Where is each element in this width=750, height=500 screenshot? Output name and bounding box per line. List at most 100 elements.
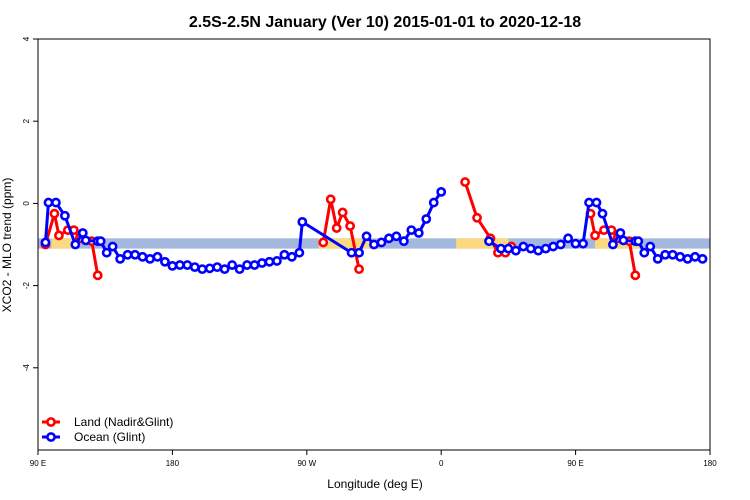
ocean-point-45 — [406, 225, 417, 236]
ocean-point-9 — [101, 247, 112, 258]
ocean-point-54 — [518, 241, 529, 252]
ocean-point-68 — [618, 235, 629, 246]
ocean-point-46 — [413, 228, 424, 238]
ocean-point-78 — [690, 251, 700, 262]
ocean-point-52 — [503, 243, 514, 254]
ocean-point-27 — [234, 264, 245, 275]
ocean-point-6 — [80, 235, 91, 246]
y-tick-label-2: 0 — [22, 201, 31, 206]
ocean-point-33 — [279, 249, 290, 260]
ocean-point-77 — [682, 253, 693, 264]
ocean-point-40 — [369, 239, 379, 250]
ocean-point-36 — [297, 216, 308, 227]
land-point-1 — [49, 208, 60, 219]
ocean-point-38 — [354, 247, 364, 258]
ocean-point-65 — [597, 208, 608, 219]
legend-land-label: Land (Nadir&Glint) — [74, 415, 173, 429]
ocean-point-3 — [59, 210, 70, 221]
ocean-point-37 — [346, 247, 357, 258]
land-band-segment-2 — [456, 238, 509, 249]
ocean-point-30 — [257, 258, 267, 268]
y-tick-label-1: 2 — [22, 118, 31, 123]
land-point-15 — [472, 212, 482, 223]
ocean-point-15 — [145, 253, 155, 264]
ocean-point-63 — [584, 197, 594, 208]
legend: Land (Nadir&Glint) Ocean (Glint) — [42, 415, 173, 444]
land-point-10 — [331, 223, 342, 233]
chart-title: 2.5S-2.5N January (Ver 10) 2015-01-01 to… — [189, 14, 581, 31]
ocean-point-49 — [436, 186, 447, 197]
ocean-point-57 — [540, 243, 551, 254]
ocean-point-24 — [212, 262, 223, 273]
ocean-point-50 — [484, 236, 494, 247]
ocean-point-62 — [578, 238, 588, 249]
y-tick-label-4: -4 — [22, 364, 31, 372]
land-band-segment-0 — [51, 238, 73, 249]
land-point-21 — [590, 230, 600, 241]
land-point-9 — [325, 194, 336, 205]
ocean-point-28 — [242, 260, 252, 270]
land-band-segment-1 — [318, 238, 370, 249]
ocean-point-42 — [384, 233, 394, 244]
ocean-point-13 — [130, 249, 140, 260]
ocean-point-41 — [376, 237, 387, 248]
ocean-line-segment-0 — [43, 191, 443, 271]
ocean-point-1 — [43, 197, 54, 208]
ocean-point-67 — [615, 228, 626, 238]
ocean-point-74 — [660, 249, 671, 260]
ocean-point-29 — [249, 260, 260, 270]
ocean-point-32 — [272, 256, 282, 266]
ocean-point-19 — [174, 260, 185, 270]
ocean-point-64 — [591, 197, 602, 208]
land-line-segment-1 — [321, 197, 361, 270]
ocean-point-20 — [182, 260, 193, 270]
ocean-point-17 — [160, 256, 170, 267]
legend-land-marker — [46, 417, 56, 427]
ocean-point-51 — [496, 243, 506, 254]
ocean-point-21 — [189, 262, 200, 273]
ocean-point-75 — [667, 249, 678, 260]
ocean-point-47 — [421, 214, 432, 224]
ocean-point-48 — [428, 197, 439, 208]
y-tick-label-0: 4 — [22, 36, 31, 41]
ocean-point-73 — [652, 253, 663, 264]
ocean-point-55 — [525, 243, 536, 254]
ocean-point-22 — [197, 264, 208, 275]
land-point-13 — [354, 264, 364, 275]
y-tick-label-3: -2 — [22, 281, 31, 289]
ocean-point-66 — [608, 239, 618, 250]
land-point-12 — [345, 221, 356, 231]
ocean-point-2 — [51, 197, 61, 208]
x-tick-label-2: 90 W — [297, 459, 316, 468]
ocean-point-12 — [122, 249, 133, 260]
ocean-point-16 — [152, 251, 163, 262]
ocean-point-4 — [70, 239, 81, 250]
legend-ocean-marker — [46, 432, 56, 442]
ocean-point-56 — [533, 245, 544, 256]
land-point-7 — [92, 270, 103, 281]
ocean-point-76 — [675, 251, 686, 262]
x-axis-label: Longitude (deg E) — [327, 477, 422, 491]
axis-layer: 90 E 180 90 W 0 90 E 180 4 2 0 -2 -4 — [22, 36, 717, 468]
plot-frame — [37, 38, 711, 451]
series-layer — [40, 177, 708, 281]
x-tick-label-5: 180 — [703, 459, 717, 468]
ocean-point-26 — [227, 260, 238, 270]
land-point-14 — [460, 177, 470, 187]
ocean-point-25 — [219, 264, 230, 275]
ocean-point-11 — [115, 253, 126, 264]
ocean-point-8 — [95, 236, 106, 247]
ocean-point-5 — [77, 228, 88, 238]
ocean-point-39 — [361, 231, 372, 242]
x-tick-label-1: 180 — [166, 459, 180, 468]
ocean-point-43 — [391, 231, 402, 242]
ocean-point-72 — [645, 241, 656, 252]
ocean-point-34 — [286, 251, 297, 262]
land-point-8 — [318, 237, 329, 248]
ocean-point-59 — [555, 239, 566, 250]
ocean-point-35 — [294, 247, 305, 258]
ocean-point-53 — [510, 245, 521, 256]
ocean-point-79 — [697, 253, 708, 264]
